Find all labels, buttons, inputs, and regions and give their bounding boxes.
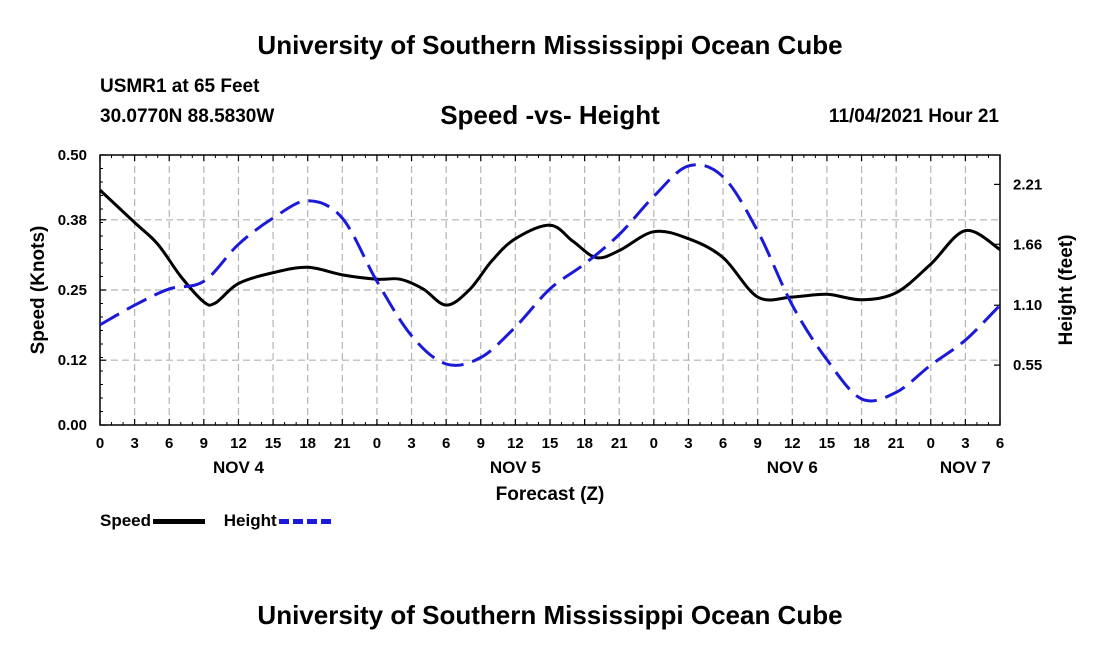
day-label: NOV 4 xyxy=(213,458,265,477)
x-tick-label: 18 xyxy=(853,435,870,452)
legend-height-swatch xyxy=(278,518,331,524)
y-tick-label: 0.38 xyxy=(58,212,87,229)
y-tick-label: 0.50 xyxy=(58,147,87,164)
x-tick-label: 6 xyxy=(996,435,1004,452)
x-tick-label: 3 xyxy=(961,435,969,452)
x-tick-label: 6 xyxy=(719,435,727,452)
y2-tick-label: 2.21 xyxy=(1013,176,1042,193)
station-label: USMR1 at 65 Feet xyxy=(100,76,260,97)
y2-tick-label: 1.66 xyxy=(1013,236,1042,253)
coordinates-label: 30.0770N 88.5830W xyxy=(100,106,275,127)
x-tick-label: 18 xyxy=(299,435,316,452)
x-tick-label: 21 xyxy=(334,435,351,452)
x-tick-label: 9 xyxy=(754,435,762,452)
x-tick-label: 12 xyxy=(230,435,247,452)
legend-speed-label: Speed xyxy=(100,510,152,530)
y2-axis-title: Height (feet) xyxy=(1056,235,1077,346)
chart-title: Speed -vs- Height xyxy=(440,100,660,130)
y2-tick-label: 1.10 xyxy=(1013,297,1042,314)
top-title: University of Southern Mississippi Ocean… xyxy=(257,30,843,60)
x-tick-label: 3 xyxy=(684,435,692,452)
day-label: NOV 5 xyxy=(490,458,541,477)
x-tick-label: 15 xyxy=(265,435,282,452)
x-tick-label: 0 xyxy=(96,435,104,452)
bottom-title: University of Southern Mississippi Ocean… xyxy=(257,600,843,630)
x-tick-label: 3 xyxy=(130,435,138,452)
x-axis-title: Forecast (Z) xyxy=(496,484,605,505)
day-label: NOV 7 xyxy=(940,458,991,477)
x-tick-label: 12 xyxy=(507,435,524,452)
y-tick-label: 0.12 xyxy=(58,352,87,369)
legend-speed-swatch xyxy=(153,518,206,524)
x-tick-label: 15 xyxy=(819,435,836,452)
x-tick-label: 18 xyxy=(576,435,593,452)
y-tick-label: 0.25 xyxy=(58,282,87,299)
y-axis-title: Speed (Knots) xyxy=(28,226,49,355)
legend: Speed Height xyxy=(100,510,345,531)
x-tick-label: 21 xyxy=(888,435,905,452)
y-tick-label: 0.00 xyxy=(58,417,87,434)
day-label: NOV 6 xyxy=(767,458,818,477)
y2-tick-label: 0.55 xyxy=(1013,357,1042,374)
x-tick-label: 21 xyxy=(611,435,628,452)
x-tick-label: 15 xyxy=(542,435,559,452)
x-tick-label: 9 xyxy=(200,435,208,452)
x-tick-label: 0 xyxy=(650,435,658,452)
legend-item-height: Height xyxy=(224,511,331,531)
date-hour-label: 11/04/2021 Hour 21 xyxy=(828,106,999,127)
x-tick-label: 0 xyxy=(373,435,381,452)
plot-frame xyxy=(99,154,1001,426)
legend-height-label: Height xyxy=(223,510,277,530)
x-tick-label: 9 xyxy=(477,435,485,452)
x-tick-label: 6 xyxy=(442,435,450,452)
x-tick-label: 6 xyxy=(165,435,173,452)
x-tick-label: 0 xyxy=(927,435,935,452)
x-tick-label: 3 xyxy=(407,435,415,452)
speed-series-line xyxy=(98,189,1001,307)
legend-item-speed: Speed xyxy=(100,510,206,531)
x-tick-label: 12 xyxy=(784,435,801,452)
height-series-line xyxy=(99,163,1002,403)
